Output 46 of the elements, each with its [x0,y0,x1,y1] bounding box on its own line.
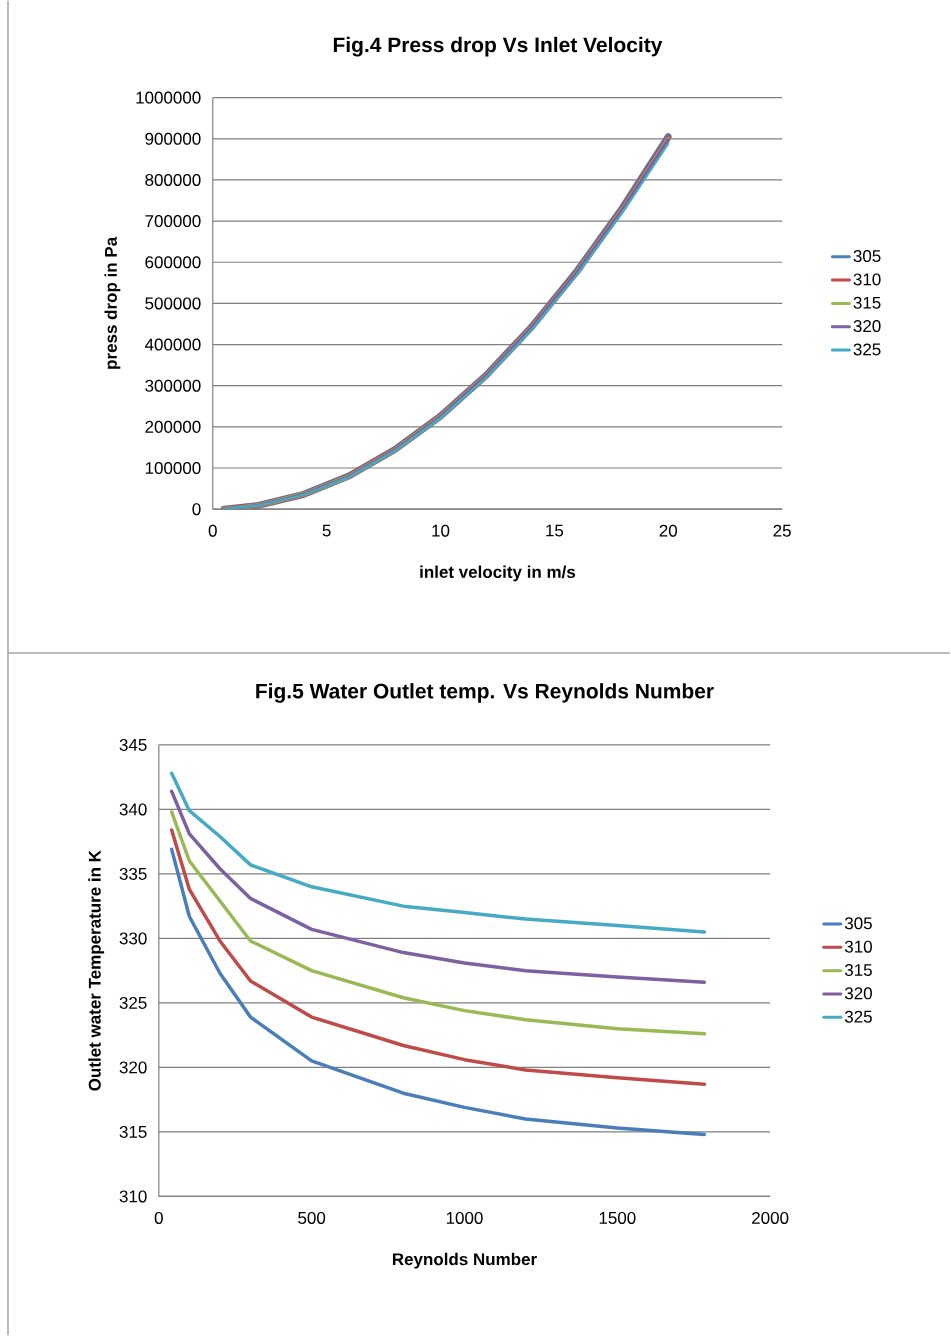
x-tick-label: 5 [322,524,331,537]
y-tick-label: 300000 [145,379,201,392]
x-tick-label: 0 [208,524,217,537]
x-axis-title: inlet velocity in m/s [420,565,576,582]
y-tick-label: 1000000 [136,91,201,104]
legend-label: 310 [853,273,881,286]
y-tick-label: 600000 [145,256,201,269]
legend-label: 320 [853,320,881,333]
x-tick-label: 500 [298,1211,326,1224]
y-tick-label: 345 [119,738,147,751]
legend-label: 320 [845,987,873,1000]
chart-title: Fig.5 Water Outlet temp. Vs Reynolds Number [256,683,714,703]
y-tick-label: 310 [119,1190,147,1203]
x-tick-label: 10 [432,524,450,537]
y-tick-label: 100000 [146,462,201,475]
legend-label: 325 [853,343,881,356]
x-tick-label: 25 [773,524,791,537]
legend-label: 305 [853,250,881,263]
y-tick-label: 800000 [145,173,201,186]
y-tick-label: 400000 [145,338,201,351]
y-tick-label: 335 [119,867,147,880]
y-tick-label: 330 [119,932,147,945]
legend-label: 315 [853,296,881,309]
x-tick-label: 20 [659,524,678,537]
x-tick-label: 2000 [752,1211,789,1224]
x-tick-label: 1500 [599,1211,636,1224]
y-tick-label: 900000 [145,132,201,145]
x-tick-label: 1000 [447,1211,483,1224]
x-tick-label: 0 [154,1211,164,1224]
x-tick-label: 15 [546,524,564,537]
y-axis-title: Outlet water Temperature in K [88,850,105,1091]
legend-label: 305 [845,917,873,930]
y-tick-label: 700000 [145,215,201,228]
y-tick-label: 325 [119,996,147,1009]
legend-label: 325 [845,1010,873,1023]
legend-label: 310 [845,940,873,953]
y-tick-label: 320 [119,1061,147,1074]
legend-label: 315 [845,963,873,977]
y-tick-label: 0 [192,503,201,516]
y-tick-label: 500000 [145,297,201,310]
y-axis-title: press drop in Pa [104,236,121,369]
y-tick-label: 340 [119,803,147,816]
x-axis-title: Reynolds Number [393,1252,538,1269]
y-tick-label: 200000 [145,420,201,433]
chart-title: Fig.4 Press drop Vs Inlet Velocity [334,36,663,57]
y-tick-label: 315 [119,1125,147,1138]
